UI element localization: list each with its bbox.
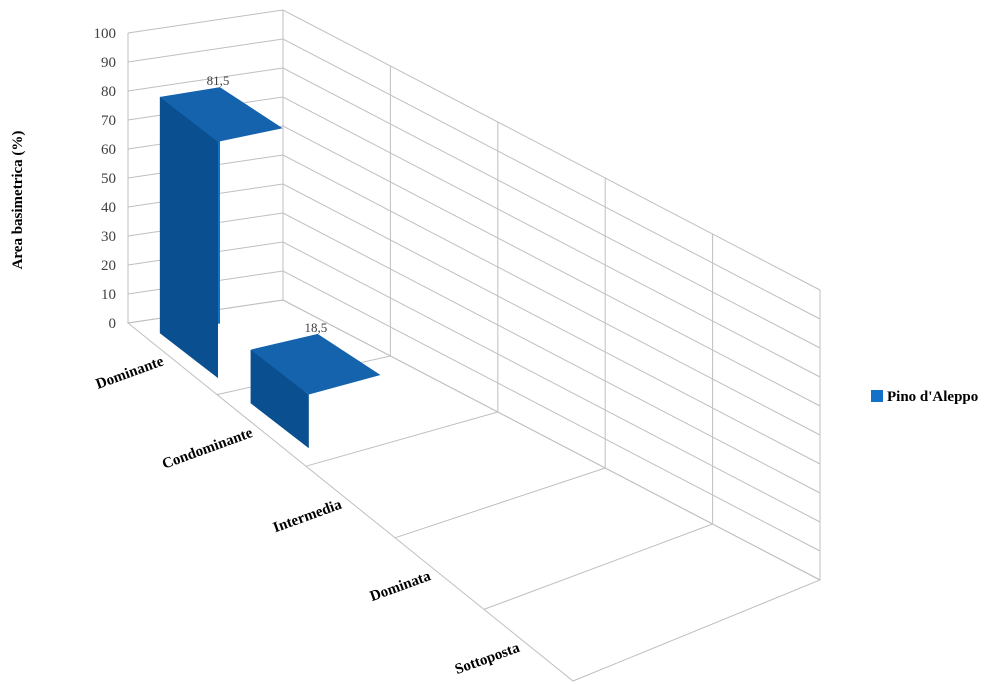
x-category-label: Intermedia <box>271 497 344 537</box>
x-category-label: Condominante <box>160 425 255 473</box>
y-tick-label: 90 <box>101 55 116 71</box>
y-tick-label: 30 <box>101 229 116 245</box>
data-label: 18,5 <box>304 320 327 335</box>
bar-top-face <box>250 334 381 395</box>
x-category-label: Dominante <box>94 353 166 392</box>
legend-swatch <box>871 390 883 402</box>
y-tick-label: 100 <box>94 26 117 42</box>
data-label: 81,5 <box>207 73 230 88</box>
floor-outline <box>126 299 822 682</box>
x-category-label: Sottoposta <box>453 640 522 678</box>
bar-condominante: 18,5 <box>250 320 381 449</box>
y-tick-label: 70 <box>101 113 116 129</box>
bars: 81,5 18,5 <box>159 73 381 449</box>
grid <box>126 9 822 682</box>
y-tick-label: 60 <box>101 142 116 158</box>
gridline <box>127 38 821 320</box>
bar-dominante: 81,5 <box>159 73 283 379</box>
y-tick-label: 20 <box>101 258 116 274</box>
y-axis-label: Area basimetrica (%) <box>10 131 26 270</box>
y-tick-label: 80 <box>101 84 116 100</box>
y-tick-label: 50 <box>101 171 116 187</box>
floor-separator <box>483 523 713 610</box>
legend: Pino d'Aleppo <box>871 389 978 405</box>
floor-separator <box>394 467 606 539</box>
y-tick-label: 0 <box>109 316 117 332</box>
gridline <box>127 9 821 291</box>
bar-side-face <box>159 97 218 379</box>
y-axis-ticks: 0 10 20 30 40 50 60 70 80 90 100 <box>94 26 117 332</box>
y-tick-label: 40 <box>101 200 116 216</box>
legend-label: Pino d'Aleppo <box>887 389 978 405</box>
bar-top-face <box>159 87 283 142</box>
floor-separator <box>305 411 498 467</box>
bar-side-face <box>250 349 309 449</box>
y-tick-label: 10 <box>101 287 116 303</box>
gridline <box>127 67 821 349</box>
x-category-label: Dominata <box>368 568 433 605</box>
